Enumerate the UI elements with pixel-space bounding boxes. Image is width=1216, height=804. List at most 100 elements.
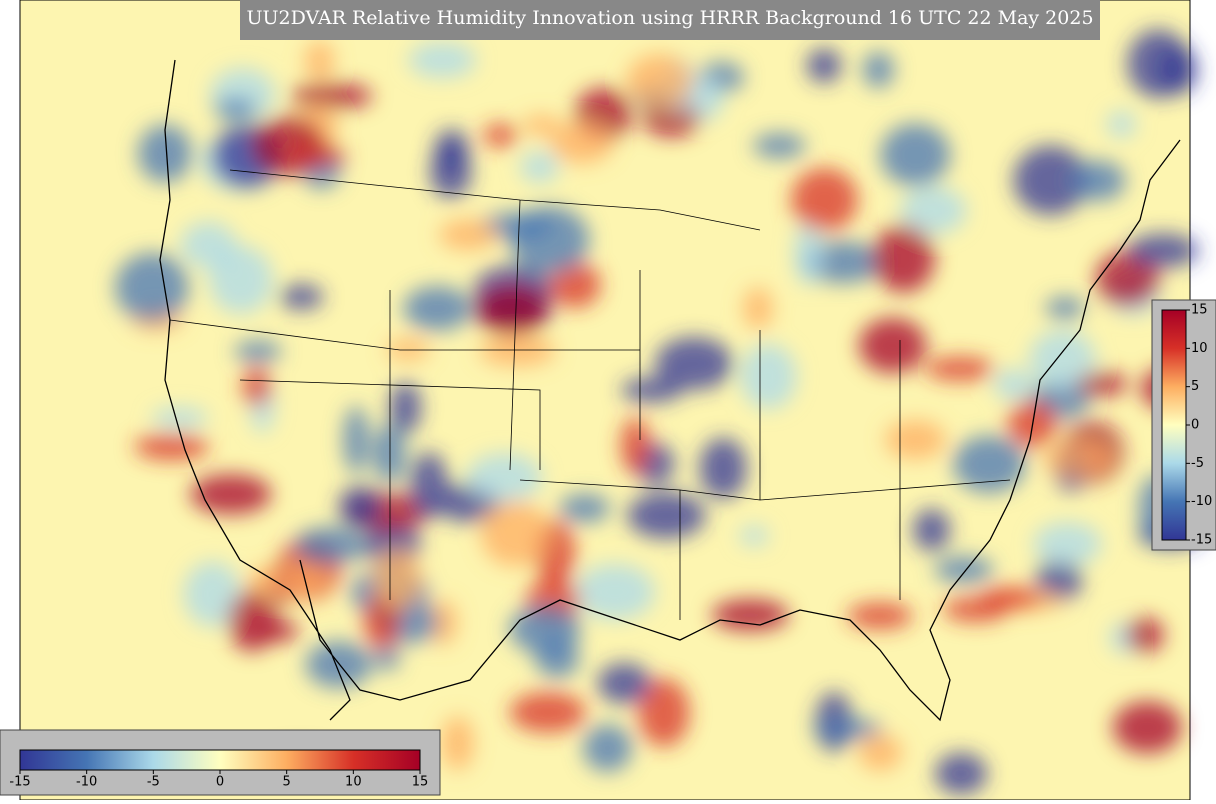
state-borders	[169, 169, 1011, 620]
colorbar	[19, 749, 421, 771]
humidity-blob	[1106, 110, 1136, 138]
humidity-blob	[550, 122, 613, 164]
colorbar-tick-label: 5	[1191, 379, 1199, 394]
colorbar-tick-label: 10	[1191, 341, 1208, 356]
humidity-blob	[294, 526, 367, 564]
humidity-blob	[403, 286, 472, 331]
humidity-blob	[847, 602, 913, 630]
humidity-blob	[1033, 522, 1102, 566]
humidity-blob	[934, 752, 988, 795]
humidity-blob	[234, 340, 282, 363]
colorbar-tick-label: -10	[76, 775, 97, 790]
humidity-blob	[924, 356, 995, 381]
humidity-blob	[1127, 233, 1199, 268]
humidity-blob	[858, 317, 927, 374]
humidity-blob	[626, 53, 693, 109]
humidity-blob	[247, 564, 329, 599]
humidity-blob	[1077, 371, 1128, 397]
humidity-blob	[791, 167, 858, 232]
humidity-blob	[522, 115, 561, 136]
humidity-blob	[953, 435, 1026, 494]
colorbar-tick-label: -15	[9, 775, 30, 790]
humidity-blob	[549, 262, 601, 308]
humidity-blob	[227, 590, 277, 652]
humidity-blob	[806, 48, 842, 83]
humidity-blob	[242, 366, 271, 407]
humidity-blob	[1043, 440, 1114, 478]
humidity-blob	[251, 115, 325, 177]
humidity-blob	[373, 645, 400, 671]
humidity-blob	[711, 599, 790, 631]
humidity-blob	[304, 40, 335, 81]
humidity-blob	[1070, 160, 1126, 202]
humidity-blob	[993, 368, 1034, 401]
humidity-blob	[739, 525, 769, 546]
humidity-blob	[1035, 558, 1082, 602]
humidity-blob	[620, 417, 651, 474]
humidity-blob	[912, 508, 951, 552]
humidity-blob	[305, 641, 372, 688]
humidity-blob	[862, 51, 895, 88]
humidity-blob	[429, 146, 472, 199]
colorbar-tick-label: -5	[147, 775, 160, 790]
humidity-blob	[338, 485, 382, 528]
humidity-blob	[214, 98, 257, 120]
humidity-blob	[115, 252, 189, 322]
humidity-blob	[621, 377, 683, 403]
humidity-blob	[699, 437, 747, 499]
humidity-blob	[942, 597, 1009, 623]
humidity-blob	[428, 600, 458, 645]
humidity-blob	[794, 220, 823, 285]
humidity-blob	[753, 133, 806, 159]
colorbar	[1161, 309, 1187, 541]
humidity-blob	[1127, 29, 1190, 99]
humidity-blob	[743, 287, 773, 330]
humidity-blob	[1126, 617, 1164, 653]
humidity-blob	[386, 338, 431, 361]
colorbar-tick-label: -15	[1191, 533, 1212, 548]
humidity-field	[115, 29, 1203, 795]
humidity-blob	[520, 151, 560, 184]
humidity-blob	[509, 605, 581, 654]
humidity-blob	[689, 75, 724, 120]
humidity-blob	[1045, 296, 1085, 320]
humidity-blob	[190, 474, 272, 515]
humidity-blob	[389, 381, 422, 434]
humidity-blob	[180, 221, 237, 269]
colorbar-tick-label: 0	[216, 775, 224, 790]
humidity-blob	[880, 123, 951, 187]
title-box	[240, 0, 1100, 40]
humidity-blob	[509, 691, 586, 733]
humidity-blob	[466, 453, 543, 502]
humidity-blob	[343, 405, 369, 474]
humidity-blob	[410, 451, 448, 520]
humidity-blob	[279, 284, 324, 310]
humidity-blob	[480, 501, 550, 567]
humidity-blob	[638, 678, 690, 747]
coastline	[159, 59, 1181, 722]
humidity-blob	[439, 219, 498, 251]
humidity-blob	[885, 420, 946, 460]
humidity-blob	[812, 718, 882, 740]
humidity-blob	[137, 124, 193, 183]
colorbar-tick-label: 15	[412, 775, 429, 790]
map-title: UU2DVAR Relative Humidity Innovation usi…	[246, 7, 1093, 29]
colorbar-tick-label: 15	[1191, 303, 1208, 318]
colorbar-tick-label: -5	[1191, 456, 1204, 471]
humidity-blob	[408, 42, 477, 79]
colorbar-tick-label: 0	[1191, 418, 1199, 433]
humidity-blob	[441, 716, 475, 771]
humidity-blob	[510, 206, 590, 274]
humidity-blob	[151, 407, 209, 429]
humidity-blob	[373, 549, 422, 612]
humidity-blob	[575, 564, 655, 620]
colorbar-tick-label: -10	[1191, 494, 1212, 509]
humidity-blob	[1029, 329, 1096, 389]
colorbar-tick-label: 10	[345, 775, 362, 790]
humidity-blob	[1013, 145, 1088, 216]
humidity-blob	[627, 492, 706, 539]
humidity-blob	[740, 343, 797, 410]
humidity-blob	[475, 284, 549, 336]
humidity-blob	[582, 724, 633, 772]
